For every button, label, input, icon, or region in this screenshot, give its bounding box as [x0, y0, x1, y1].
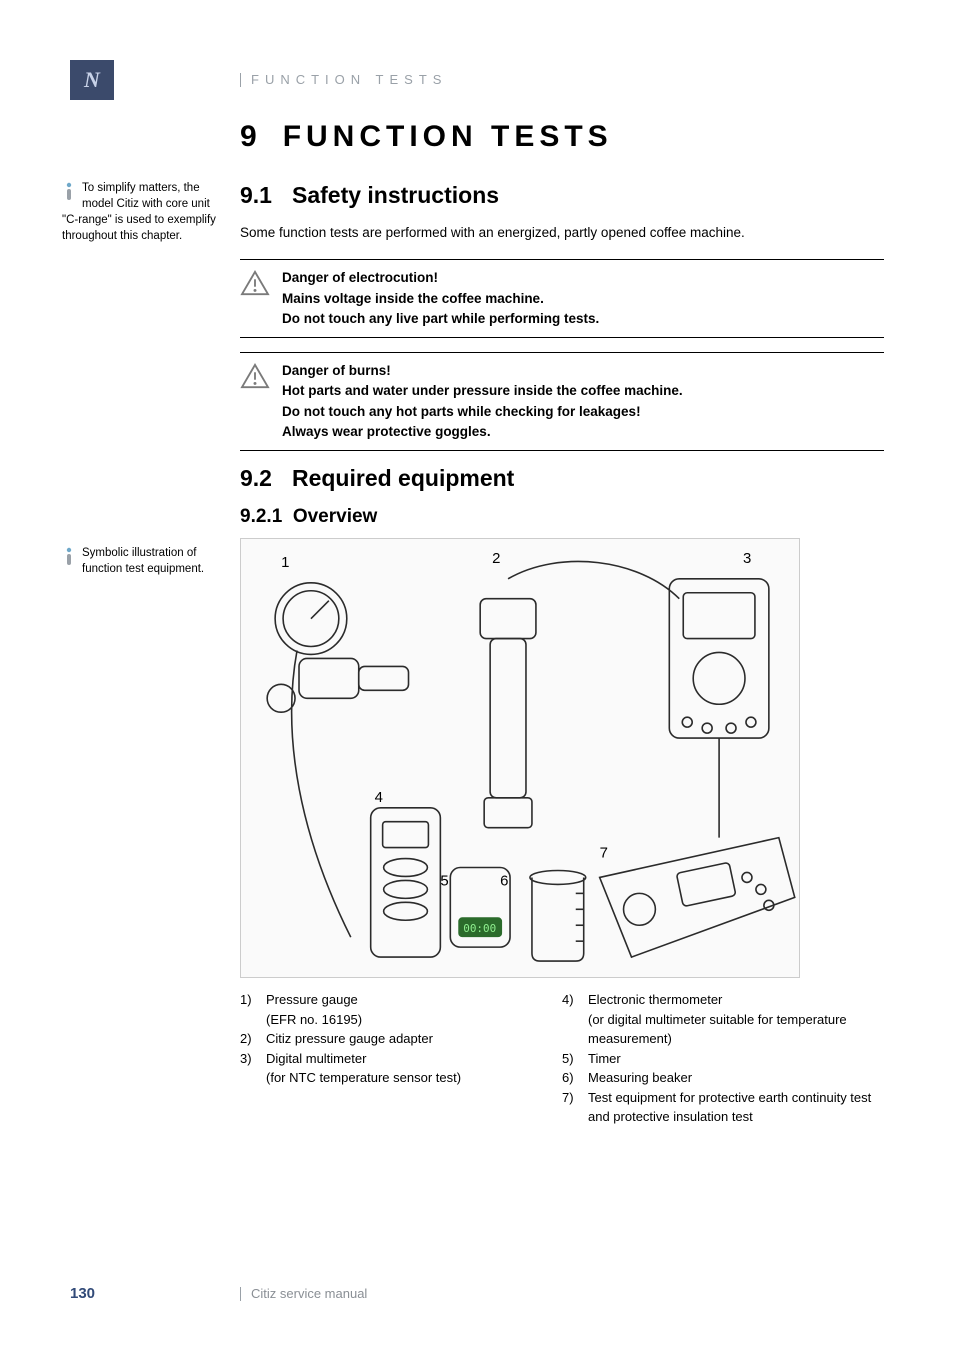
warning-line: Do not touch any hot parts while checkin… — [282, 402, 683, 422]
footer-text: Citiz service manual — [251, 1286, 367, 1301]
brand-logo-letter: N — [84, 67, 100, 93]
legend-item: 5)Timer — [562, 1049, 884, 1069]
warning-line: Mains voltage inside the coffee machine. — [282, 289, 599, 309]
legend-subtext: (EFR no. 16195) — [240, 1010, 562, 1030]
timer-display: 00:00 — [463, 922, 496, 935]
page-footer: 130 Citiz service manual — [70, 1285, 884, 1302]
section-heading: 9.1 Safety instructions — [240, 182, 884, 209]
warning-line: Danger of burns! — [282, 361, 683, 381]
section-number: 9.1 — [240, 182, 272, 208]
running-head: FUNCTION TESTS — [240, 72, 447, 87]
warning-block: Danger of electrocution! Mains voltage i… — [240, 259, 884, 338]
callout: 3 — [743, 550, 751, 567]
margin-note: To simplify matters, the model Citiz wit… — [62, 180, 222, 244]
section-heading: 9.2 Required equipment — [240, 465, 884, 492]
equipment-figure: 1 2 3 4 5 6 7 00:00 — [240, 538, 800, 978]
info-icon — [62, 547, 76, 567]
page-number: 130 — [70, 1285, 240, 1302]
page: N FUNCTION TESTS To simplify matters, th… — [0, 0, 954, 1350]
brand-logo: N — [70, 60, 114, 100]
callout: 2 — [492, 550, 500, 567]
margin-note: Symbolic illustration of function test e… — [62, 545, 222, 577]
legend-subtext: (for NTC temperature sensor test) — [240, 1068, 562, 1088]
chapter-heading: 9 FUNCTION TESTS — [240, 120, 884, 154]
callout: 7 — [600, 845, 608, 862]
chapter-number: 9 — [240, 120, 259, 153]
warning-line: Always wear protective goggles. — [282, 422, 683, 442]
warning-line: Hot parts and water under pressure insid… — [282, 381, 683, 401]
warning-line: Do not touch any live part while perform… — [282, 309, 599, 329]
subsection-heading: 9.2.1 Overview — [240, 506, 884, 528]
legend-item: 2)Citiz pressure gauge adapter — [240, 1029, 562, 1049]
legend-item: 1)Pressure gauge — [240, 990, 562, 1010]
legend-item: 4)Electronic thermometer — [562, 990, 884, 1010]
warning-icon — [240, 361, 282, 442]
section-title: Safety instructions — [292, 182, 499, 208]
info-icon — [62, 182, 76, 202]
callout: 6 — [500, 872, 508, 889]
callout: 5 — [440, 872, 448, 889]
section-number: 9.2 — [240, 465, 272, 491]
warning-line: Danger of electrocution! — [282, 268, 599, 288]
section-title: Required equipment — [292, 465, 514, 491]
legend-item: 6)Measuring beaker — [562, 1068, 884, 1088]
margin-note-text: To simplify matters, the model Citiz wit… — [62, 182, 216, 242]
warning-text: Danger of electrocution! Mains voltage i… — [282, 268, 599, 329]
callout: 4 — [375, 789, 383, 806]
warning-icon — [240, 268, 282, 329]
subsection-number: 9.2.1 — [240, 506, 282, 527]
subsection-title: Overview — [293, 506, 378, 527]
legend-right-column: 4)Electronic thermometer (or digital mul… — [562, 990, 884, 1127]
callout: 1 — [281, 554, 289, 571]
chapter-title: FUNCTION TESTS — [283, 120, 613, 153]
legend-subtext: (or digital multimeter suitable for temp… — [562, 1010, 884, 1049]
equipment-illustration: 1 2 3 4 5 6 7 00:00 — [241, 539, 799, 977]
legend-item: 3)Digital multimeter — [240, 1049, 562, 1069]
legend-left-column: 1)Pressure gauge (EFR no. 16195) 2)Citiz… — [240, 990, 562, 1127]
legend-item: 7)Test equipment for protective earth co… — [562, 1088, 884, 1127]
warning-text: Danger of burns! Hot parts and water und… — [282, 361, 683, 442]
warning-block: Danger of burns! Hot parts and water und… — [240, 352, 884, 451]
margin-note-text: Symbolic illustration of function test e… — [82, 547, 204, 575]
main-content: 9 FUNCTION TESTS 9.1 Safety instructions S… — [240, 120, 884, 1127]
footer-separator — [240, 1287, 241, 1301]
intro-paragraph: Some function tests are performed with a… — [240, 223, 884, 243]
figure-legend: 1)Pressure gauge (EFR no. 16195) 2)Citiz… — [240, 990, 884, 1127]
